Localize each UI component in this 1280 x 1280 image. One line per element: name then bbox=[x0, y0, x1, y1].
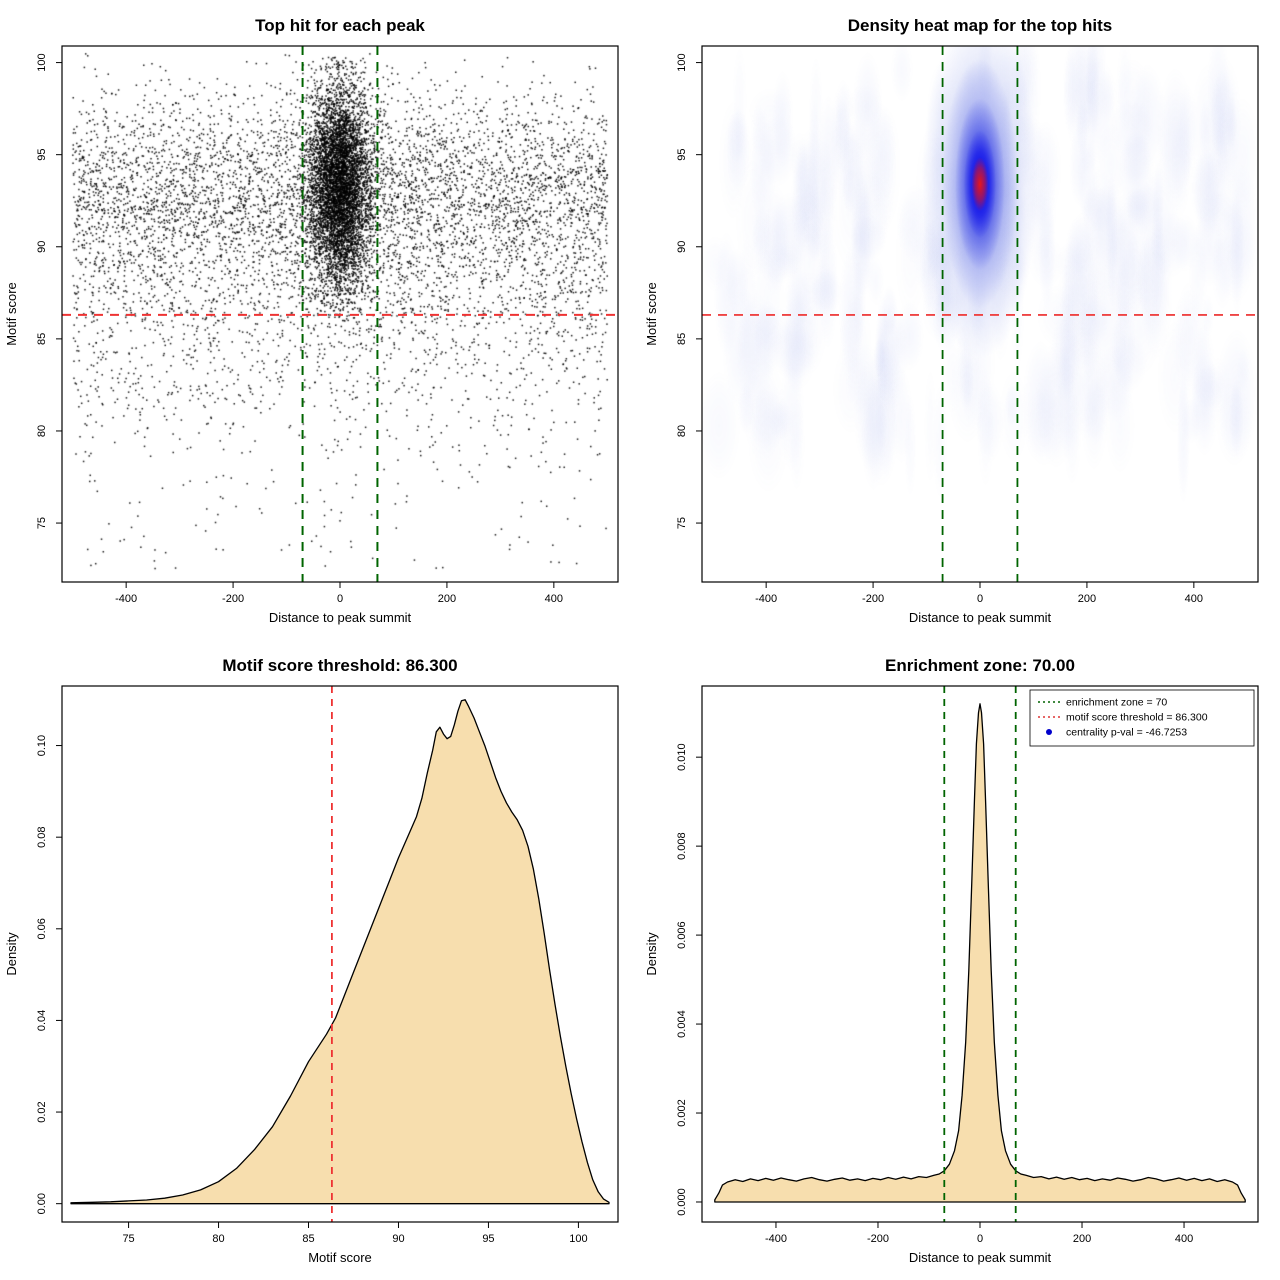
svg-text:0.04: 0.04 bbox=[36, 1010, 48, 1031]
svg-text:75: 75 bbox=[676, 517, 688, 529]
heatmap-canvas bbox=[640, 0, 1280, 640]
svg-text:400: 400 bbox=[1185, 593, 1203, 605]
svg-text:0: 0 bbox=[977, 1233, 983, 1245]
svg-text:95: 95 bbox=[676, 149, 688, 161]
svg-text:-400: -400 bbox=[755, 593, 777, 605]
distance-density-title: Enrichment zone: 70.00 bbox=[885, 656, 1075, 675]
svg-text:0.004: 0.004 bbox=[676, 1010, 688, 1038]
svg-text:0: 0 bbox=[977, 593, 983, 605]
svg-text:85: 85 bbox=[302, 1233, 314, 1245]
svg-text:-400: -400 bbox=[115, 593, 137, 605]
svg-text:Motif score: Motif score bbox=[4, 282, 19, 346]
svg-text:0.10: 0.10 bbox=[36, 735, 48, 756]
svg-text:400: 400 bbox=[545, 593, 563, 605]
svg-text:0: 0 bbox=[337, 593, 343, 605]
svg-text:0.002: 0.002 bbox=[676, 1099, 688, 1127]
svg-text:400: 400 bbox=[1175, 1233, 1193, 1245]
svg-text:0.00: 0.00 bbox=[36, 1193, 48, 1214]
svg-text:Motif score: Motif score bbox=[644, 282, 659, 346]
svg-text:80: 80 bbox=[36, 425, 48, 437]
svg-text:Distance to peak summit: Distance to peak summit bbox=[269, 610, 412, 625]
distance-density-svg: -400 -200 0 200 400 0.000 0.002 0.004 0.006 0.008… bbox=[644, 685, 1259, 1265]
svg-text:0.06: 0.06 bbox=[36, 918, 48, 939]
distance-density-panel: -400 -200 0 200 400 0.000 0.002 0.004 0.006 0.008… bbox=[640, 640, 1280, 1280]
score-density-title: Motif score threshold: 86.300 bbox=[222, 656, 458, 675]
svg-text:95: 95 bbox=[36, 149, 48, 161]
svg-text:Distance to peak summit: Distance to peak summit bbox=[909, 610, 1052, 625]
svg-text:75: 75 bbox=[122, 1233, 134, 1245]
svg-text:0.006: 0.006 bbox=[676, 921, 688, 949]
svg-text:Motif score: Motif score bbox=[308, 1250, 372, 1265]
svg-text:95: 95 bbox=[482, 1233, 494, 1245]
svg-text:75: 75 bbox=[36, 517, 48, 529]
svg-text:90: 90 bbox=[676, 241, 688, 253]
svg-text:85: 85 bbox=[36, 333, 48, 345]
svg-text:centrality p-val = -46.7253: centrality p-val = -46.7253 bbox=[1066, 727, 1187, 739]
svg-text:100: 100 bbox=[676, 53, 688, 71]
svg-text:-200: -200 bbox=[222, 593, 244, 605]
svg-text:0.000: 0.000 bbox=[676, 1188, 688, 1216]
svg-text:100: 100 bbox=[36, 53, 48, 71]
svg-text:200: 200 bbox=[1073, 1233, 1091, 1245]
svg-text:-400: -400 bbox=[765, 1233, 787, 1245]
scatter-title: Top hit for each peak bbox=[255, 16, 425, 35]
svg-text:enrichment zone = 70: enrichment zone = 70 bbox=[1066, 697, 1167, 709]
svg-text:motif score threshold = 86.300: motif score threshold = 86.300 bbox=[1066, 712, 1208, 724]
svg-text:90: 90 bbox=[392, 1233, 404, 1245]
svg-text:90: 90 bbox=[36, 241, 48, 253]
heatmap-axes-svg: -400 -200 0 200 400 75 80 85 90 95 100 Distance to … bbox=[644, 45, 1259, 625]
scatter-panel: -400 -200 0 200 400 75 80 85 90 95 100 Distance to … bbox=[0, 0, 640, 640]
svg-text:Density: Density bbox=[644, 932, 659, 976]
svg-text:0.02: 0.02 bbox=[36, 1101, 48, 1122]
heatmap-panel: -400 -200 0 200 400 75 80 85 90 95 100 Distance to … bbox=[640, 0, 1280, 640]
svg-text:200: 200 bbox=[438, 593, 456, 605]
score-density-svg: 75 80 85 90 95 100 0.00 0.02 0.04 0.06 0.08 0.10 Mot… bbox=[4, 685, 619, 1265]
svg-text:200: 200 bbox=[1078, 593, 1096, 605]
svg-text:0.010: 0.010 bbox=[676, 743, 688, 771]
svg-text:80: 80 bbox=[676, 425, 688, 437]
svg-text:0.008: 0.008 bbox=[676, 832, 688, 860]
svg-text:Density: Density bbox=[4, 932, 19, 976]
svg-text:100: 100 bbox=[569, 1233, 587, 1245]
svg-text:0.08: 0.08 bbox=[36, 826, 48, 847]
score-density-panel: 75 80 85 90 95 100 0.00 0.02 0.04 0.06 0.08 0.10 Mot… bbox=[0, 640, 640, 1280]
svg-text:85: 85 bbox=[676, 333, 688, 345]
scatter-points-canvas bbox=[0, 0, 640, 640]
heatmap-title: Density heat map for the top hits bbox=[847, 16, 1113, 35]
svg-text:80: 80 bbox=[212, 1233, 224, 1245]
svg-text:-200: -200 bbox=[862, 593, 884, 605]
svg-text:-200: -200 bbox=[867, 1233, 889, 1245]
scatter-axes-svg: -400 -200 0 200 400 75 80 85 90 95 100 Distance to … bbox=[4, 45, 619, 625]
svg-text:Distance to peak summit: Distance to peak summit bbox=[909, 1250, 1052, 1265]
